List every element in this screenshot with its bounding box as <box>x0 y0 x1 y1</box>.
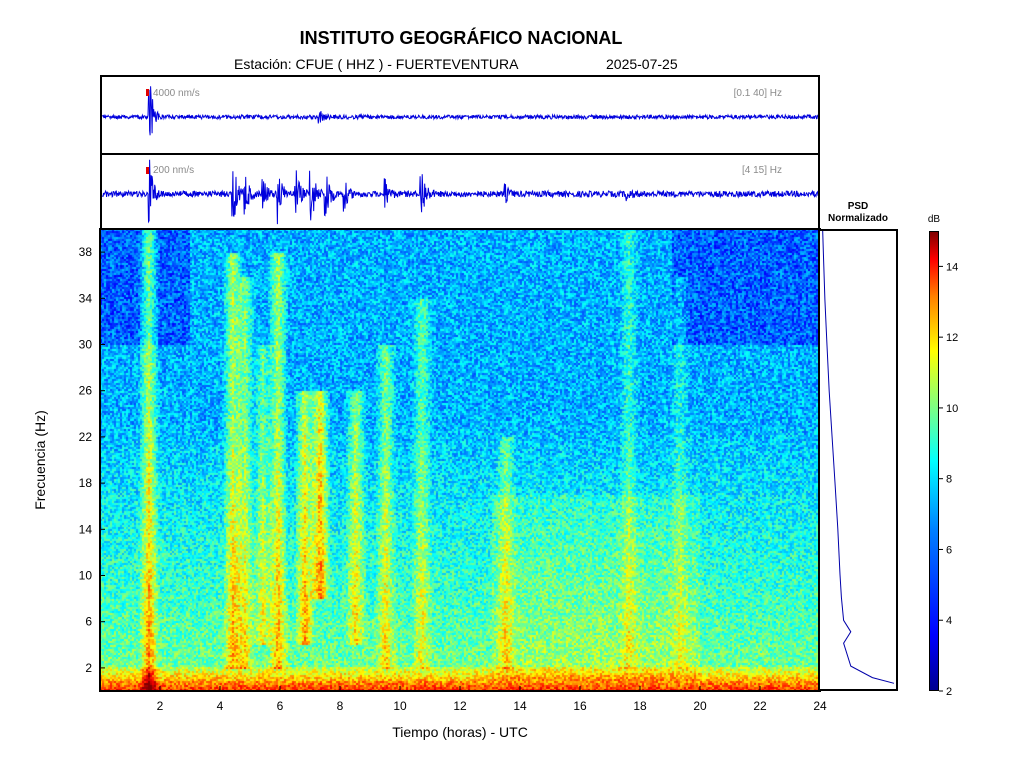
trace-line <box>102 86 818 136</box>
psd-line <box>822 231 895 684</box>
colorbar-tick-label: 12 <box>946 332 958 344</box>
x-tick-label: 14 <box>513 699 527 713</box>
x-tick-label: 12 <box>453 699 467 713</box>
colorbar-tick-label: 14 <box>946 261 958 273</box>
colorbar-unit: dB <box>927 214 941 225</box>
station-label: Estación: CFUE ( HHZ ) - FUERTEVENTURA <box>234 56 519 72</box>
psd-curve <box>822 231 895 684</box>
x-tick-label: 22 <box>753 699 767 713</box>
colorbar-tick-label: 4 <box>946 615 952 627</box>
scale-marker <box>146 167 149 174</box>
seismogram-trace-filtered <box>102 159 818 225</box>
trace-band-label: [0.1 40] Hz <box>733 88 782 99</box>
date-label: 2025-07-25 <box>606 56 678 72</box>
psd-title-line1: PSD <box>847 201 869 212</box>
x-tick-label: 20 <box>693 699 707 713</box>
y-tick-label: 22 <box>79 430 93 444</box>
y-tick-label: 14 <box>79 522 93 536</box>
colorbar-tick-label: 10 <box>946 403 958 415</box>
y-tick-label: 26 <box>79 384 93 398</box>
trace-line <box>102 159 818 225</box>
y-tick-label: 38 <box>79 245 93 259</box>
x-tick-label: 18 <box>633 699 647 713</box>
trace-scale-label: 200 nm/s <box>153 165 195 176</box>
x-tick-label: 10 <box>393 699 407 713</box>
psd-title-line2: Normalizado <box>827 213 888 224</box>
y-tick-label: 34 <box>79 291 93 305</box>
y-tick-label: 6 <box>85 615 92 629</box>
x-tick-label: 24 <box>813 699 827 713</box>
x-tick-label: 8 <box>337 699 344 713</box>
x-tick-label: 6 <box>277 699 284 713</box>
colorbar-tick-label: 8 <box>946 474 952 486</box>
seismogram-trace-broadband <box>102 86 818 136</box>
seismogram-panel-broadband: 4000 nm/s [0.1 40] Hz <box>100 75 820 155</box>
trace-band-label: [4 15] Hz <box>741 165 782 176</box>
colorbar <box>929 231 939 691</box>
seismogram-panel-filtered: 200 nm/s [4 15] Hz <box>100 153 820 231</box>
trace-scale-label: 4000 nm/s <box>153 88 200 99</box>
spectrogram-image <box>100 229 820 691</box>
colorbar-tick-label: 2 <box>946 686 952 698</box>
x-tick-label: 2 <box>157 699 164 713</box>
y-tick-label: 30 <box>79 338 93 352</box>
psd-panel <box>818 229 898 691</box>
colorbar-tick-label: 6 <box>946 544 952 556</box>
spectrogram-panel <box>100 229 820 691</box>
psd-title: PSD Normalizado <box>818 201 898 225</box>
chart-title: INSTITUTO GEOGRÁFICO NACIONAL <box>299 28 623 48</box>
scale-marker <box>146 89 149 96</box>
y-tick-label: 2 <box>85 661 92 675</box>
y-tick-label: 18 <box>79 476 93 490</box>
x-tick-label: 16 <box>573 699 587 713</box>
x-axis-label: Tiempo (horas) - UTC <box>392 724 528 740</box>
y-tick-label: 10 <box>79 569 93 583</box>
x-tick-label: 4 <box>217 699 224 713</box>
